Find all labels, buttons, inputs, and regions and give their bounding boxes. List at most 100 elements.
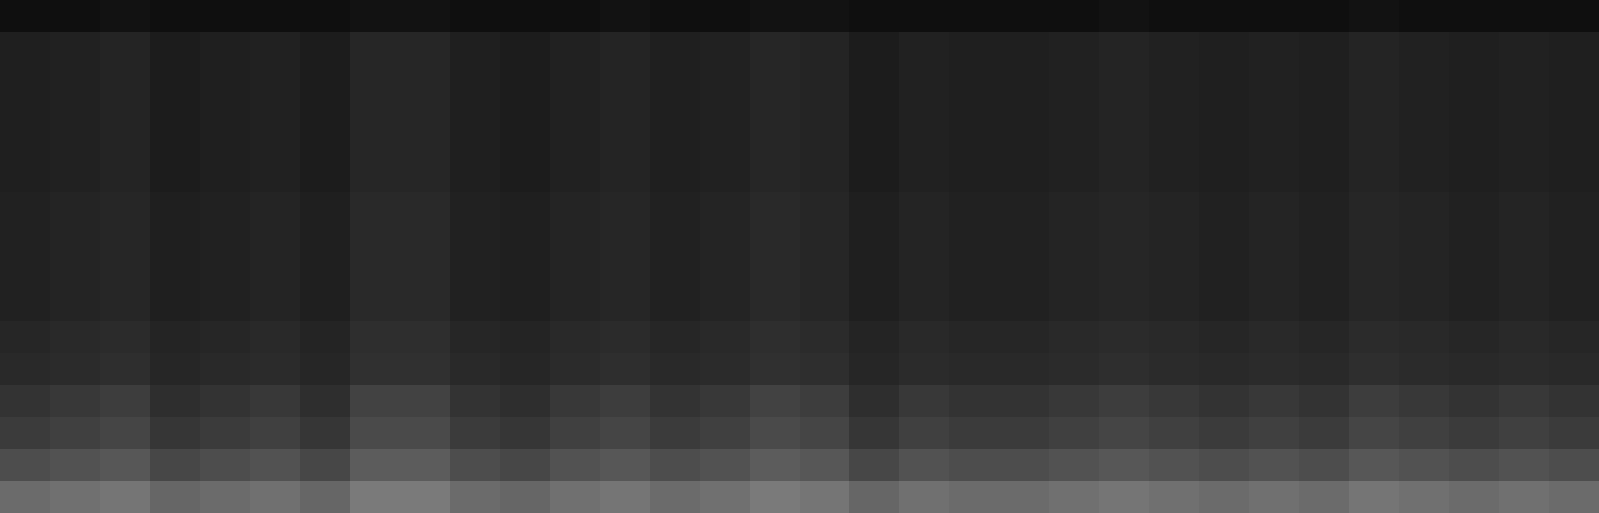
- cell: [100, 481, 150, 513]
- cell: [650, 160, 700, 193]
- cell: [350, 321, 400, 354]
- cell: [1149, 64, 1199, 97]
- cell: [250, 321, 300, 354]
- cell: [700, 417, 750, 450]
- cell: [849, 321, 899, 354]
- cell: [849, 160, 899, 193]
- cell: [1449, 481, 1499, 513]
- cell: [1549, 224, 1599, 257]
- cell: [500, 417, 550, 450]
- cell: [800, 353, 850, 386]
- cell: [500, 64, 550, 97]
- cell: [1299, 192, 1349, 225]
- cell: [200, 257, 250, 290]
- cell: [350, 449, 400, 482]
- cell: [150, 96, 200, 129]
- cell: [949, 481, 999, 513]
- cell: [700, 32, 750, 65]
- cell: [200, 160, 250, 193]
- cell: [350, 481, 400, 513]
- cell: [1349, 289, 1399, 322]
- cell: [700, 353, 750, 386]
- cell: [600, 224, 650, 257]
- cell: [1099, 96, 1149, 129]
- cell: [500, 289, 550, 322]
- cell: [250, 449, 300, 482]
- cell: [1349, 321, 1399, 354]
- cell: [1399, 64, 1449, 97]
- cell: [0, 96, 50, 129]
- cell: [400, 449, 450, 482]
- cell: [1149, 289, 1199, 322]
- cell: [200, 449, 250, 482]
- cell: [250, 128, 300, 161]
- cell: [200, 0, 250, 33]
- cell: [899, 192, 949, 225]
- cell: [999, 449, 1049, 482]
- cell: [400, 257, 450, 290]
- cell: [250, 192, 300, 225]
- cell: [50, 353, 100, 386]
- cell: [750, 96, 800, 129]
- cell: [1449, 192, 1499, 225]
- cell: [0, 128, 50, 161]
- cell: [1149, 96, 1199, 129]
- cell: [700, 192, 750, 225]
- cell: [800, 32, 850, 65]
- cell: [1149, 353, 1199, 386]
- cell: [1249, 449, 1299, 482]
- cell: [1399, 321, 1449, 354]
- cell: [250, 0, 300, 33]
- cell: [1199, 449, 1249, 482]
- cell: [1499, 481, 1549, 513]
- cell: [750, 160, 800, 193]
- cell: [450, 64, 500, 97]
- cell: [50, 32, 100, 65]
- cell: [450, 481, 500, 513]
- cell: [1249, 385, 1299, 418]
- cell: [350, 0, 400, 33]
- cell: [1299, 321, 1349, 354]
- cell: [949, 0, 999, 33]
- cell: [650, 481, 700, 513]
- cell: [500, 32, 550, 65]
- cell: [1399, 96, 1449, 129]
- cell: [700, 224, 750, 257]
- cell: [600, 353, 650, 386]
- cell: [1549, 289, 1599, 322]
- cell: [250, 417, 300, 450]
- cell: [1349, 160, 1399, 193]
- cell: [1299, 160, 1349, 193]
- cell: [650, 224, 700, 257]
- cell: [650, 449, 700, 482]
- cell: [50, 417, 100, 450]
- cell: [1099, 417, 1149, 450]
- cell: [1549, 32, 1599, 65]
- cell: [1449, 128, 1499, 161]
- cell: [400, 192, 450, 225]
- cell: [800, 192, 850, 225]
- cell: [150, 128, 200, 161]
- cell: [1549, 353, 1599, 386]
- cell: [50, 160, 100, 193]
- cell: [800, 96, 850, 129]
- cell: [899, 257, 949, 290]
- cell: [800, 128, 850, 161]
- cell: [1399, 192, 1449, 225]
- cell: [0, 0, 50, 33]
- cell: [700, 481, 750, 513]
- cell: [100, 32, 150, 65]
- cell: [650, 32, 700, 65]
- cell: [899, 128, 949, 161]
- cell: [500, 224, 550, 257]
- cell: [1499, 224, 1549, 257]
- cell: [350, 224, 400, 257]
- cell: [1299, 128, 1349, 161]
- cell: [450, 32, 500, 65]
- cell: [200, 192, 250, 225]
- cell: [600, 417, 650, 450]
- cell: [50, 64, 100, 97]
- cell: [999, 192, 1049, 225]
- cell: [300, 289, 350, 322]
- cell: [100, 449, 150, 482]
